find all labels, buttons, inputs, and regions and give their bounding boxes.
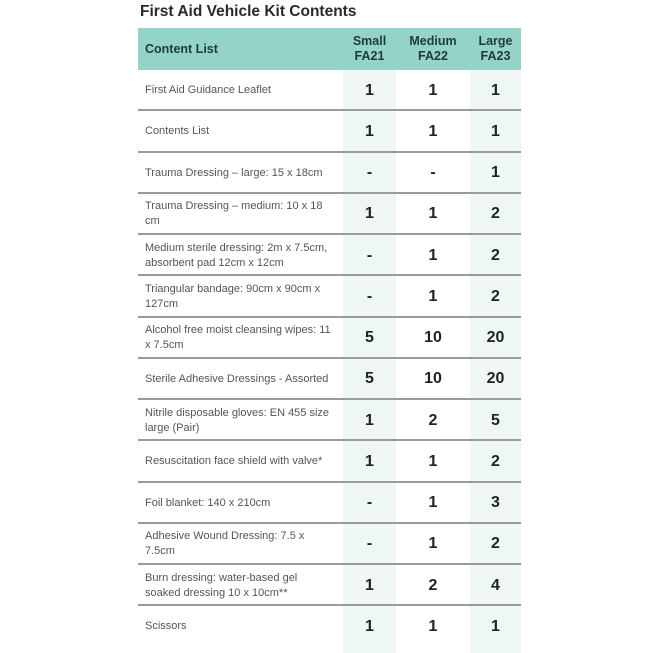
row-divider — [138, 191, 521, 194]
table-row: Trauma Dressing – medium: 10 x 18 cm 1 1 2 — [138, 194, 521, 235]
table-row: First Aid Guidance Leaflet 1 1 1 — [138, 70, 521, 112]
item-label: Nitrile disposable gloves: EN 455 size l… — [145, 406, 330, 434]
table-row: Foil blanket: 140 x 210cm - 1 3 — [138, 483, 521, 524]
large-qty: 5 — [491, 411, 500, 429]
item-label: Foil blanket: 140 x 210cm — [145, 496, 271, 509]
medium-qty: 2 — [428, 576, 438, 594]
row-divider — [138, 398, 521, 400]
item-label: Resuscitation face shield with valve* — [145, 455, 323, 468]
row-divider — [138, 439, 521, 442]
large-qty: 1 — [491, 617, 500, 635]
medium-qty: 1 — [428, 122, 438, 140]
item-label: First Aid Guidance Leaflet — [145, 84, 271, 97]
large-qty: 1 — [491, 122, 500, 140]
row-divider — [138, 315, 521, 318]
medium-qty: 10 — [424, 370, 442, 388]
header-content-list: Content List — [145, 42, 218, 56]
table-row: Alcohol free moist cleansing wipes: 11 x… — [138, 318, 521, 359]
row-divider — [138, 563, 521, 565]
header-code: FA22 — [418, 49, 448, 63]
table-row: Triangular bandage: 90cm x 90cm x 127cm -… — [138, 276, 521, 318]
header-size: Small — [352, 34, 387, 48]
table-row: Adhesive Wound Dressing: 7.5 x 7.5cm - 1 2 — [138, 524, 521, 565]
medium-qty: 1 — [428, 617, 438, 635]
header-medium: Medium FA22 — [396, 28, 470, 70]
medium-qty: 1 — [428, 287, 438, 305]
header-size: Medium — [409, 34, 457, 48]
header-small: Small FA21 — [343, 28, 396, 70]
small-qty: - — [366, 246, 373, 264]
small-qty: 5 — [365, 370, 374, 388]
small-qty: - — [366, 287, 373, 305]
small-qty: - — [366, 535, 373, 553]
item-label: Contents List — [145, 125, 210, 138]
header-code: FA23 — [480, 49, 511, 63]
medium-qty: 1 — [428, 246, 438, 264]
small-qty: 1 — [365, 576, 374, 594]
item-label: Triangular bandage: 90cm x 90cm x 127cm — [145, 282, 321, 310]
row-divider — [138, 521, 521, 524]
medium-qty: 1 — [428, 494, 438, 512]
large-qty: 2 — [491, 246, 500, 264]
row-divider — [138, 480, 521, 483]
item-label: Trauma Dressing – medium: 10 x 18 cm — [145, 200, 323, 228]
row-divider — [138, 604, 521, 607]
large-qty: 3 — [491, 494, 500, 512]
row-divider — [138, 109, 521, 112]
small-qty: 1 — [365, 411, 374, 429]
medium-qty: 1 — [428, 535, 438, 553]
table-row: Trauma Dressing – large: 15 x 18cm - - 1 — [138, 153, 521, 194]
large-qty: 2 — [491, 287, 500, 305]
table-row: Nitrile disposable gloves: EN 455 size l… — [138, 400, 521, 442]
medium-qty: 1 — [428, 81, 438, 99]
header-large: Large FA23 — [470, 28, 521, 70]
small-column-tint — [343, 70, 396, 653]
medium-qty: 2 — [428, 411, 438, 429]
table-row: Sterile Adhesive Dressings - Assorted 5 10… — [138, 359, 521, 400]
item-label: Scissors — [145, 620, 187, 633]
medium-qty: 10 — [424, 329, 442, 347]
large-qty: 2 — [491, 452, 500, 470]
large-qty: 20 — [486, 329, 505, 347]
table-row: Contents List 1 1 1 — [138, 111, 521, 153]
row-divider — [138, 150, 521, 153]
large-qty: 2 — [491, 205, 500, 223]
small-qty: 1 — [365, 81, 374, 99]
large-qty: 1 — [491, 81, 500, 99]
item-label: Burn dressing: water-based gel soaked dr… — [145, 571, 298, 599]
row-divider — [138, 233, 521, 235]
item-label: Adhesive Wound Dressing: 7.5 x 7.5cm — [145, 530, 305, 558]
header-size: Large — [478, 34, 513, 48]
table-row: Scissors 1 1 1 — [138, 606, 521, 647]
item-label: Sterile Adhesive Dressings - Assorted — [145, 372, 329, 385]
table-header: Content List Small FA21 Medium FA22 Larg… — [138, 28, 521, 70]
table-row: Medium sterile dressing: 2m x 7.5cm, abs… — [138, 235, 521, 277]
medium-qty: 1 — [428, 205, 438, 223]
medium-qty: - — [430, 164, 436, 182]
row-divider — [138, 356, 521, 359]
large-qty: 1 — [491, 164, 500, 182]
item-label: Trauma Dressing – large: 15 x 18cm — [145, 166, 323, 179]
table-row: Burn dressing: water-based gel soaked dr… — [138, 565, 521, 607]
small-qty: 1 — [365, 205, 374, 223]
large-column-tint — [470, 70, 521, 653]
small-qty: 1 — [365, 122, 374, 140]
small-qty: - — [366, 494, 373, 512]
small-qty: - — [366, 164, 373, 182]
large-qty: 20 — [486, 370, 505, 388]
large-qty: 2 — [491, 535, 500, 553]
item-label: Alcohol free moist cleansing wipes: 11 x… — [145, 324, 331, 352]
item-label: Medium sterile dressing: 2m x 7.5cm, abs… — [145, 241, 328, 269]
small-qty: 1 — [365, 452, 374, 470]
small-qty: 5 — [365, 329, 374, 347]
small-qty: 1 — [365, 617, 374, 635]
row-divider — [138, 274, 521, 277]
header-code: FA21 — [354, 49, 385, 63]
page-title: First Aid Vehicle Kit Contents — [140, 3, 357, 20]
large-qty: 4 — [491, 576, 500, 594]
table-row: Resuscitation face shield with valve* 1 1 2 — [138, 441, 521, 483]
medium-qty: 1 — [428, 452, 438, 470]
